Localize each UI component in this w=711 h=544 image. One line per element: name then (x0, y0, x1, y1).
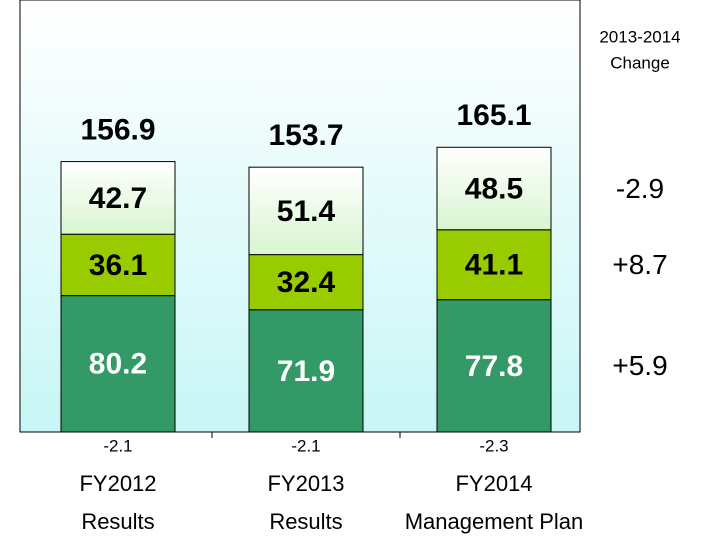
adjustment-label: -2.1 (103, 436, 132, 455)
x-tick-label: FY2013 Results (267, 471, 344, 534)
segment-label: 36.1 (89, 249, 147, 282)
bar-segment (60, 161, 176, 235)
adjustment-label: -2.3 (479, 436, 508, 455)
bar-segment (248, 309, 364, 433)
total-label: 156.9 (80, 113, 155, 146)
segment-label: 71.9 (277, 355, 335, 388)
change-label: +8.7 (612, 249, 667, 280)
segment-label: 41.1 (465, 249, 523, 282)
adjustment-label: -2.1 (291, 436, 320, 455)
segment-label: 80.2 (89, 348, 147, 381)
bar-segment (248, 166, 364, 256)
total-label: 165.1 (456, 99, 531, 132)
total-label: 153.7 (268, 119, 343, 152)
segment-label: 77.8 (465, 350, 523, 383)
bar-segment (436, 299, 552, 433)
bar-segment (436, 229, 552, 301)
segment-label: 51.4 (277, 195, 336, 228)
segment-label: 32.4 (277, 266, 336, 299)
bar-segment (60, 233, 176, 297)
bar-segment (248, 254, 364, 311)
change-title: Change (610, 53, 670, 72)
change-label: +5.9 (612, 350, 667, 381)
x-tick-label: FY2012 Results (79, 471, 156, 534)
segment-label: 42.7 (89, 182, 147, 215)
x-tick-label: FY2014 Management Plan (405, 471, 584, 534)
bar-segment (436, 146, 552, 231)
change-title: 2013-2014 (599, 27, 680, 46)
segment-label: 48.5 (465, 172, 523, 205)
bar-segment (60, 295, 176, 433)
change-label: -2.9 (616, 173, 664, 204)
